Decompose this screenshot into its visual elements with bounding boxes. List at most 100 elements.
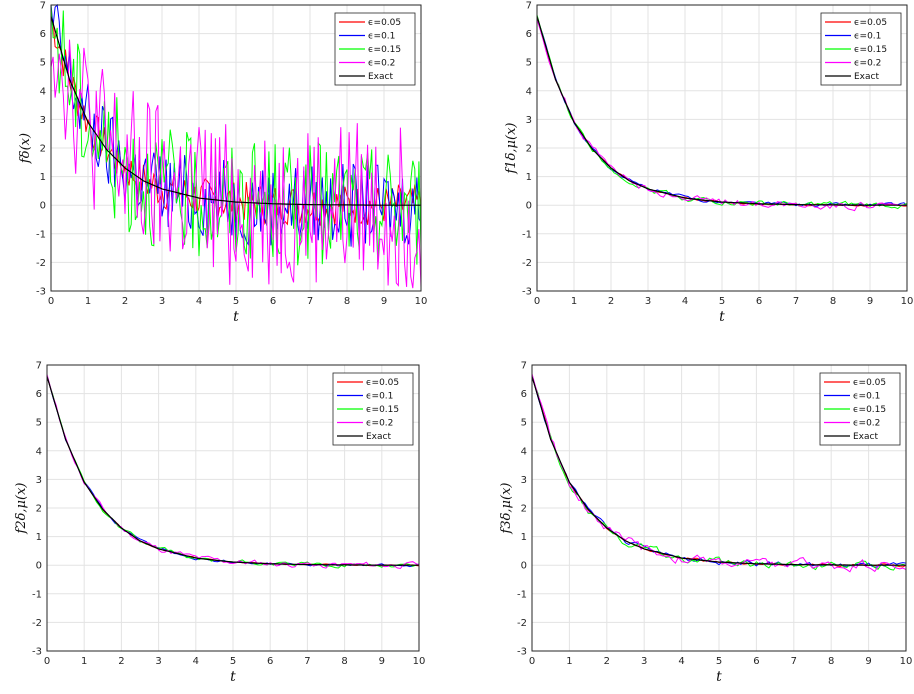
y-tick-label: -3 [517, 647, 527, 658]
y-tick-label: 2 [521, 504, 527, 515]
x-tick-label: 7 [791, 656, 797, 667]
axes-box [50, 4, 422, 292]
x-tick-label: 1 [571, 296, 577, 307]
legend-entry: ϵ=0.15 [368, 45, 401, 55]
x-tick-label: 4 [193, 656, 199, 667]
x-tick-label: 10 [415, 296, 428, 307]
legend-entry: Exact [368, 72, 393, 82]
legend-entry: ϵ=0.1 [853, 392, 880, 402]
y-axis-label: f2δ,μ(x) [14, 483, 29, 535]
x-tick-label: 3 [641, 656, 647, 667]
x-tick-label: 3 [645, 296, 651, 307]
x-tick-label: 6 [753, 656, 759, 667]
y-tick-label: -3 [522, 287, 532, 298]
x-tick-label: 7 [307, 296, 313, 307]
x-tick-label: 3 [155, 656, 161, 667]
legend-entry: ϵ=0.15 [853, 405, 886, 415]
x-tick-label: 2 [604, 656, 610, 667]
legend-entry: ϵ=0.05 [368, 18, 401, 28]
y-tick-label: 7 [521, 361, 527, 372]
x-tick-label: 4 [196, 296, 202, 307]
axes-box [46, 364, 420, 652]
series-line-exact [46, 376, 419, 566]
x-tick-label: 1 [81, 656, 87, 667]
y-tick-label: 1 [36, 532, 42, 543]
legend-entry: Exact [853, 432, 878, 442]
x-tick-label: 10 [900, 656, 913, 667]
legend-entry: ϵ=0.1 [368, 32, 395, 42]
y-tick-label: 4 [521, 446, 527, 457]
y-tick-label: 4 [36, 446, 42, 457]
x-tick-label: 6 [756, 296, 762, 307]
x-axis-label: t [233, 309, 239, 325]
x-tick-label: 8 [344, 296, 350, 307]
series-line-exact [50, 16, 421, 206]
y-tick-label: 4 [526, 86, 532, 97]
axes-box [531, 364, 907, 652]
y-tick-label: -1 [522, 229, 532, 240]
x-tick-label: 2 [118, 656, 124, 667]
y-tick-label: 2 [36, 504, 42, 515]
y-tick-label: 6 [526, 29, 532, 40]
y-tick-label: 1 [526, 172, 532, 183]
y-tick-label: -1 [32, 589, 42, 600]
y-tick-label: -3 [36, 287, 46, 298]
y-tick-label: 1 [521, 532, 527, 543]
legend-entry: ϵ=0.2 [854, 59, 881, 69]
y-tick-label: 3 [526, 115, 532, 126]
x-tick-label: 6 [270, 296, 276, 307]
y-tick-label: 2 [526, 144, 532, 155]
x-tick-label: 9 [381, 296, 387, 307]
y-tick-label: 5 [526, 58, 532, 69]
x-tick-label: 4 [678, 656, 684, 667]
y-tick-label: -2 [36, 258, 46, 269]
y-tick-label: 2 [40, 144, 46, 155]
y-tick-label: -2 [517, 618, 527, 629]
x-tick-label: 0 [48, 296, 54, 307]
x-axis-label: t [719, 309, 725, 325]
legend-entry: ϵ=0.15 [366, 405, 399, 415]
x-tick-label: 8 [828, 656, 834, 667]
x-axis-label: t [716, 669, 722, 685]
x-tick-label: 9 [867, 296, 873, 307]
y-tick-label: 6 [36, 389, 42, 400]
legend-entry: ϵ=0.05 [853, 378, 886, 388]
chart-panel-2: 0 1 2 3 4 5 6 7 8 9 1076543210-1-2-3tf1δ,μ(x)ϵ=0.0… [504, 1, 913, 326]
y-axis-label: f3δ,μ(x) [499, 483, 514, 535]
x-tick-label: 10 [901, 296, 914, 307]
legend-entry: ϵ=0.05 [366, 378, 399, 388]
legend-entry: ϵ=0.2 [368, 59, 395, 69]
x-tick-label: 1 [85, 296, 91, 307]
y-tick-label: -2 [522, 258, 532, 269]
y-axis-label: fδ(x) [18, 133, 33, 164]
legend-entry: ϵ=0.15 [854, 45, 887, 55]
y-tick-label: 5 [521, 418, 527, 429]
series-line-exact [536, 16, 907, 206]
x-tick-label: 6 [267, 656, 273, 667]
x-tick-label: 7 [304, 656, 310, 667]
x-tick-label: 7 [793, 296, 799, 307]
chart-panel-3: 0 1 2 3 4 5 6 7 8 9 1076543210-1-2-3tf2δ,μ(x)ϵ=0.0… [14, 361, 425, 686]
y-tick-label: -1 [517, 589, 527, 600]
x-tick-label: 1 [566, 656, 572, 667]
y-tick-label: 5 [36, 418, 42, 429]
legend-entry: ϵ=0.2 [853, 419, 880, 429]
y-tick-label: 7 [526, 1, 532, 12]
y-tick-label: -1 [36, 229, 46, 240]
x-tick-label: 3 [159, 296, 165, 307]
series-line-02 [50, 39, 422, 289]
x-tick-label: 2 [608, 296, 614, 307]
x-tick-label: 0 [44, 656, 50, 667]
x-tick-label: 5 [230, 656, 236, 667]
x-tick-label: 0 [534, 296, 540, 307]
x-tick-label: 9 [379, 656, 385, 667]
legend-entry: Exact [366, 432, 391, 442]
x-tick-label: 9 [865, 656, 871, 667]
y-tick-label: 0 [526, 201, 532, 212]
y-tick-label: -3 [32, 647, 42, 658]
y-tick-label: 1 [40, 172, 46, 183]
x-axis-label: t [230, 669, 236, 685]
legend-entry: ϵ=0.2 [366, 419, 393, 429]
y-tick-label: 3 [36, 475, 42, 486]
x-tick-label: 0 [529, 656, 535, 667]
